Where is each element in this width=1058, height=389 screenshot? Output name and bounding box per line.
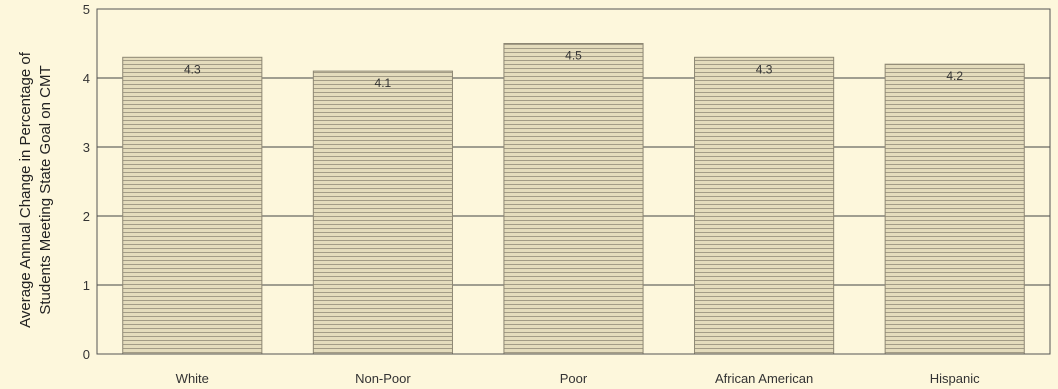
axes <box>96 8 1051 355</box>
data-label-poor: 4.5 <box>565 49 582 63</box>
bar-white <box>122 56 263 355</box>
x-tick-labels: White Non-Poor Poor African American Hispani… <box>176 371 980 386</box>
y-axis-title: Average Annual Change in Percentage of S… <box>17 51 54 328</box>
y-tick-label-3: 3 <box>83 140 90 155</box>
y-tick-label-4: 4 <box>83 71 90 86</box>
x-tick-label-hispanic: Hispanic <box>930 371 980 386</box>
y-tick-label-0: 0 <box>83 347 90 362</box>
x-tick-label-white: White <box>176 371 209 386</box>
bar-african-american <box>694 56 835 355</box>
y-tick-labels: 0 1 2 3 4 5 <box>83 2 90 362</box>
data-label-white: 4.3 <box>184 62 201 76</box>
data-label-african-american: 4.3 <box>756 62 773 76</box>
x-tick-label-poor: Poor <box>560 371 588 386</box>
plot-frame <box>96 8 1051 355</box>
y-tick-label-2: 2 <box>83 209 90 224</box>
bar-non-poor <box>312 70 453 355</box>
data-label-hispanic: 4.2 <box>946 69 963 83</box>
y-axis-title-line-2: Students Meeting State Goal on CMT <box>37 65 54 314</box>
y-axis-title-line-1: Average Annual Change in Percentage of <box>17 51 34 328</box>
x-tick-label-non-poor: Non-Poor <box>355 371 411 386</box>
bar-hispanic <box>884 63 1025 355</box>
y-tick-label-1: 1 <box>83 278 90 293</box>
data-label-non-poor: 4.1 <box>375 76 392 90</box>
x-tick-label-african-american: African American <box>715 371 813 386</box>
bars <box>122 43 1025 355</box>
data-labels: 4.3 4.1 4.5 4.3 4.2 <box>184 49 963 91</box>
bar-poor <box>503 43 644 355</box>
y-tick-label-5: 5 <box>83 2 90 17</box>
